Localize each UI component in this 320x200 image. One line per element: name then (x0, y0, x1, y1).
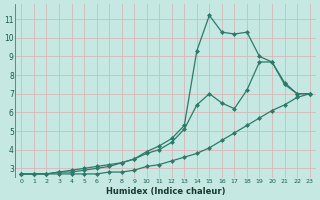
X-axis label: Humidex (Indice chaleur): Humidex (Indice chaleur) (106, 187, 225, 196)
